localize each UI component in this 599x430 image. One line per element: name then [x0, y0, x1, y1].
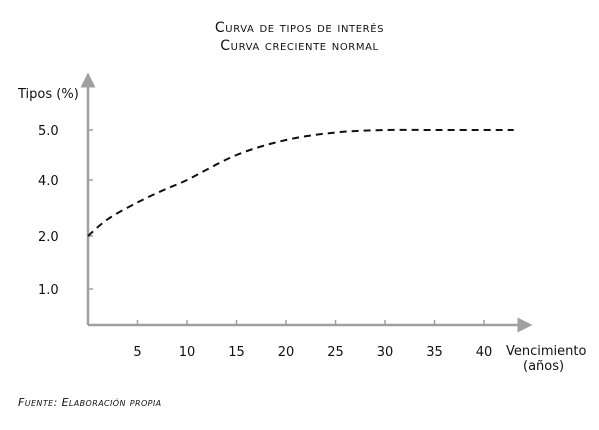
x-tick-label: 30	[377, 345, 394, 360]
x-tick-label: 35	[426, 345, 443, 360]
x-tick-label: 40	[476, 345, 493, 360]
source-note: Fuente: Elaboración propia	[18, 396, 162, 409]
x-tick-label: 10	[179, 345, 196, 360]
x-tick-label: 25	[327, 345, 344, 360]
axes	[80, 72, 533, 333]
y-tick-label: 2.0	[38, 230, 59, 245]
y-axis-label: Tipos (%)	[17, 87, 79, 102]
x-axis-label-line1: Vencimiento	[506, 344, 586, 359]
x-axis-label-line2: (años)	[523, 359, 564, 374]
y-tick-label: 5.0	[38, 124, 59, 139]
ticks	[88, 129, 485, 325]
x-tick-label: 5	[133, 345, 141, 360]
chart-title-line1: Curva de tipos de interés	[214, 20, 385, 36]
yield-curve-line	[87, 128, 514, 237]
tick-labels: 5 10 15 20 25 30 35 40 1.0 2.0 4.0 5.0	[38, 124, 492, 360]
y-tick-label: 1.0	[38, 283, 59, 298]
chart-title-line2: Curva creciente normal	[220, 38, 379, 54]
x-tick-label: 15	[228, 345, 245, 360]
x-tick-label: 20	[278, 345, 295, 360]
y-tick-label: 4.0	[38, 174, 59, 189]
